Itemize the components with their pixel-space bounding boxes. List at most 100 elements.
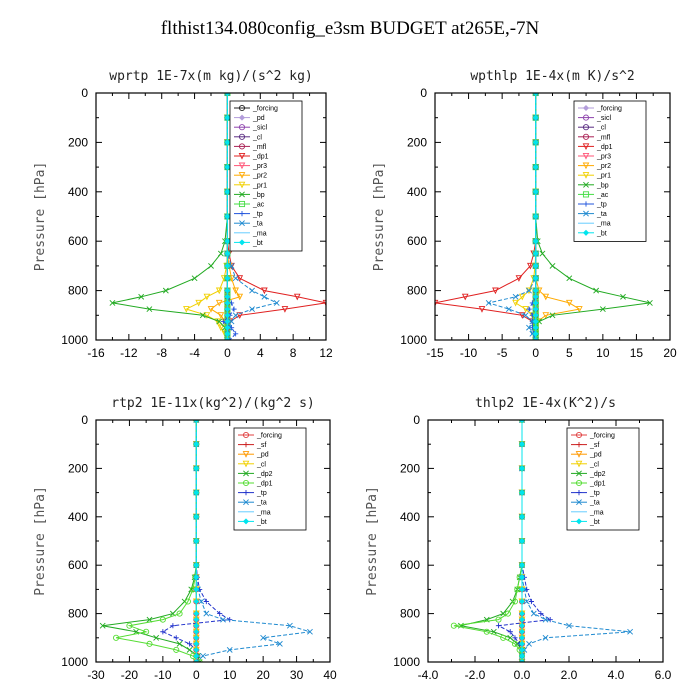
legend-label: _dp1 (589, 481, 606, 488)
x-tick-label: 12 (319, 346, 333, 360)
legend-marker (582, 172, 590, 179)
data-point (208, 262, 214, 269)
y-tick-label: 1000 (393, 655, 420, 669)
data-point (593, 287, 600, 294)
y-tick-label: 800 (400, 607, 420, 621)
y-axis-label: Pressure [hPa] (33, 162, 48, 272)
data-point (224, 139, 231, 146)
data-point (526, 324, 532, 331)
data-point (450, 622, 457, 629)
data-point (526, 306, 532, 312)
data-point (186, 646, 193, 653)
legend-marker (238, 181, 246, 189)
data-point (227, 337, 233, 340)
legend-marker (582, 143, 590, 151)
data-point (193, 610, 200, 617)
data-point (526, 287, 532, 294)
data-point (526, 640, 532, 647)
data-point (187, 641, 193, 647)
legend-label: _ta (256, 500, 267, 507)
legend-marker (575, 431, 583, 439)
data-point (260, 634, 267, 641)
data-point (492, 287, 499, 295)
data-point (518, 562, 526, 569)
data-point (193, 537, 200, 545)
y-tick-label: 1000 (61, 333, 88, 347)
data-point (193, 659, 200, 662)
data-point (193, 616, 200, 623)
data-point (518, 652, 526, 659)
y-tick-label: 800 (68, 284, 88, 298)
data-point (193, 420, 200, 423)
legend-label: _pr1 (252, 182, 267, 189)
data-point (542, 634, 549, 641)
y-tick-label: 800 (68, 607, 88, 621)
legend-marker (238, 143, 246, 150)
legend-label: _ma (252, 230, 267, 237)
legend-marker (575, 479, 583, 487)
data-point (532, 93, 539, 96)
data-point (518, 489, 526, 496)
data-point (203, 598, 209, 605)
data-point (532, 330, 539, 337)
data-point (505, 306, 512, 313)
data-point (203, 312, 211, 319)
data-point (646, 300, 653, 306)
legend-marker (238, 172, 246, 179)
data-point (153, 634, 160, 641)
x-tick-label: 20 (663, 346, 677, 360)
legend-label: _ac (596, 192, 609, 199)
data-point (224, 213, 231, 220)
legend-label: _dp1 (256, 481, 273, 488)
y-tick-label: 200 (400, 461, 420, 475)
chart-title: wprtp 1E-7x(m kg)/(s^2 kg) (109, 69, 313, 84)
y-tick-label: 200 (68, 461, 88, 475)
legend-label: _dp1 (252, 154, 269, 161)
data-point (518, 537, 526, 545)
data-point (217, 611, 223, 617)
data-point (193, 646, 200, 653)
data-point (518, 622, 526, 629)
x-tick-label: 15 (630, 346, 644, 360)
data-point (193, 634, 200, 641)
x-tick-label: 0 (224, 346, 231, 360)
data-point (518, 640, 526, 647)
data-point (224, 324, 231, 331)
data-point (217, 250, 224, 257)
x-tick-label: 10 (223, 668, 237, 682)
data-point (232, 287, 239, 295)
legend-label: _pr3 (596, 154, 611, 161)
legend-marker (576, 499, 582, 506)
legend-label: _pr2 (596, 163, 611, 170)
series-group (450, 420, 634, 662)
data-point (542, 616, 549, 623)
data-point (549, 312, 556, 319)
data-point (276, 640, 283, 647)
chart-panel-3: rtp2 1E-11x(kg^2)/(kg^2 s) Pressure [hPa]… (33, 396, 337, 682)
data-point (532, 238, 539, 245)
legend-label: _mfl (596, 134, 611, 141)
legend-marker (242, 460, 250, 468)
data-point (193, 622, 200, 629)
data-point (217, 324, 225, 332)
y-tick-label: 0 (81, 413, 88, 427)
data-point (224, 318, 231, 325)
data-point (515, 275, 523, 282)
legend-label: _bp (596, 182, 609, 189)
data-point (184, 598, 191, 605)
data-point (532, 188, 539, 195)
series-line-pr2 (535, 93, 581, 340)
x-tick-label: 2.0 (561, 668, 578, 682)
series-group (435, 93, 653, 340)
data-point (203, 610, 210, 617)
data-point (224, 262, 231, 269)
series-line-bp (112, 93, 228, 340)
legend-marker (582, 162, 590, 170)
data-point (143, 628, 150, 635)
data-point (232, 275, 239, 282)
data-point (224, 114, 231, 121)
y-tick-label: 800 (407, 284, 427, 298)
data-point (224, 238, 231, 245)
legend-marker (582, 133, 590, 140)
